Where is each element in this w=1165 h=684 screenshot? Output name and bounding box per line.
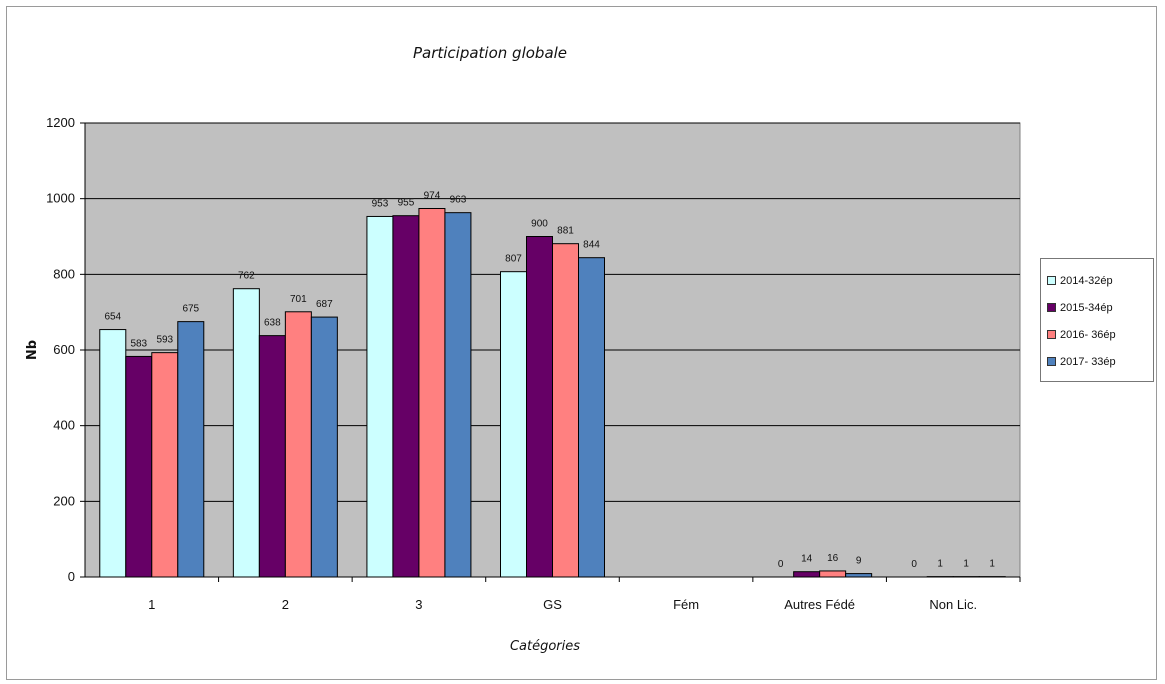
x-tick-label: 2 — [282, 597, 289, 612]
bar — [232, 288, 260, 578]
y-tick-label: 600 — [53, 342, 75, 357]
bar — [310, 316, 338, 578]
y-axis-title: Nb — [25, 340, 40, 360]
bar — [177, 321, 205, 578]
bar — [99, 329, 127, 578]
bar — [418, 208, 446, 578]
x-tick-label: Autres Fédé — [784, 597, 855, 612]
data-label: 675 — [182, 304, 199, 315]
data-label: 1 — [963, 559, 969, 570]
y-tick-label: 800 — [53, 266, 75, 281]
data-label: 762 — [238, 271, 255, 282]
y-tick-label: 0 — [68, 569, 75, 584]
bar — [552, 243, 579, 578]
data-label: 963 — [450, 195, 467, 206]
bar — [284, 311, 312, 578]
legend: 2014-32ép 2015-34ép 2016- 36ép 2017- 33ép — [1040, 258, 1154, 382]
bar — [125, 355, 153, 578]
bar — [526, 236, 553, 578]
bar — [151, 352, 179, 578]
legend-label: 2015-34ép — [1060, 301, 1113, 314]
y-tick-label: 200 — [53, 493, 75, 508]
bar — [258, 335, 286, 578]
legend-item: 2017- 33ép — [1047, 348, 1153, 375]
data-label: 0 — [778, 559, 784, 570]
legend-item: 2014-32ép — [1047, 267, 1153, 294]
data-label: 0 — [911, 559, 917, 570]
y-tick-label: 1200 — [46, 115, 75, 130]
data-label: 974 — [424, 191, 441, 202]
data-label: 638 — [264, 318, 281, 329]
data-label: 14 — [801, 554, 813, 565]
y-tick-label: 400 — [53, 418, 75, 433]
x-tick-label: GS — [543, 597, 562, 612]
data-label: 881 — [557, 226, 574, 237]
data-label: 583 — [130, 338, 147, 349]
x-tick-label: Fém — [673, 597, 699, 612]
data-label: 900 — [531, 219, 548, 230]
data-label: 9 — [856, 556, 862, 567]
legend-item: 2015-34ép — [1047, 294, 1153, 321]
x-tick-label: 3 — [415, 597, 422, 612]
data-label: 953 — [372, 198, 389, 209]
data-label: 844 — [583, 240, 600, 251]
data-label: 701 — [290, 294, 307, 305]
bar — [500, 271, 527, 578]
legend-label: 2017- 33ép — [1060, 355, 1116, 368]
data-label: 593 — [156, 335, 173, 346]
bar — [444, 212, 472, 578]
bar — [392, 215, 420, 578]
data-label: 687 — [316, 299, 333, 310]
x-tick-label: 1 — [148, 597, 155, 612]
data-label: 807 — [505, 254, 522, 265]
legend-swatch — [1047, 357, 1056, 366]
plot-area: 0 200 400 600 800 1000 1200 1 654 583 593 675 2 762 63… — [46, 115, 1021, 612]
y-tick-label: 1000 — [46, 191, 75, 206]
bar — [819, 570, 847, 578]
data-label: 1 — [989, 559, 995, 570]
x-tick-label: Non Lic. — [929, 597, 977, 612]
legend-item: 2016- 36ép — [1047, 321, 1153, 348]
bar — [845, 573, 873, 578]
legend-label: 2014-32ép — [1060, 274, 1113, 287]
legend-swatch — [1047, 276, 1056, 285]
data-label: 654 — [104, 312, 121, 323]
bar — [793, 571, 821, 578]
legend-label: 2016- 36ép — [1060, 328, 1116, 341]
legend-swatch — [1047, 303, 1056, 312]
data-label: 955 — [398, 198, 415, 209]
x-axis-title: Catégories — [510, 639, 580, 654]
bar — [366, 215, 394, 578]
data-label: 16 — [827, 553, 839, 564]
data-label: 1 — [937, 559, 943, 570]
bar — [578, 257, 605, 578]
chart-title: Participation globale — [413, 44, 567, 62]
legend-swatch — [1047, 330, 1056, 339]
